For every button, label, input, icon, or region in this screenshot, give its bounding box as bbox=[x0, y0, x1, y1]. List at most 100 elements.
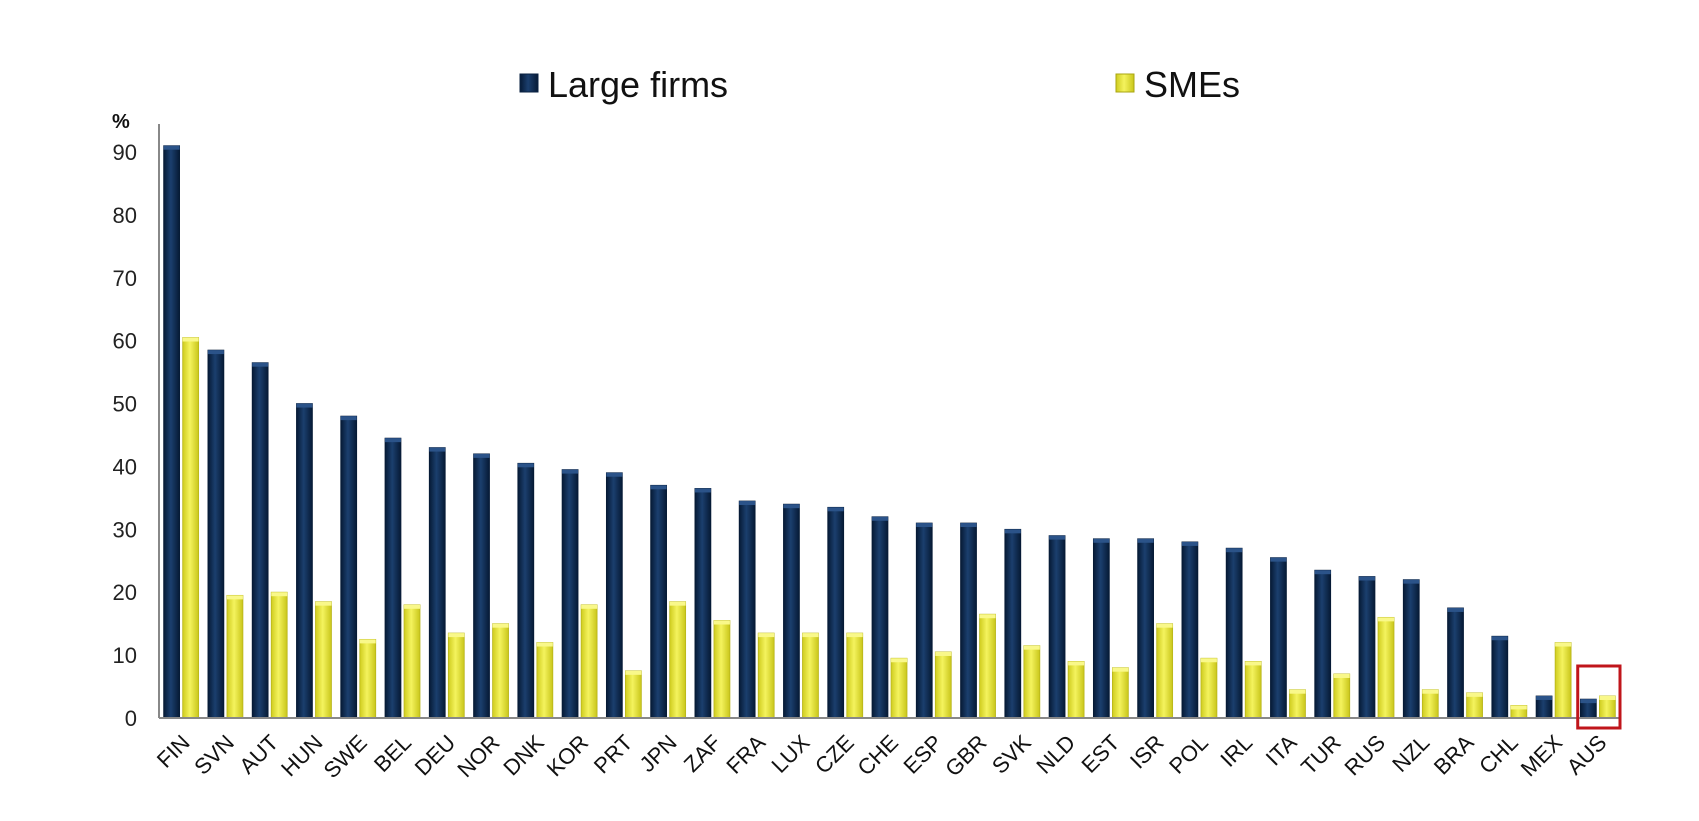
x-tick-label-pol: POL bbox=[1164, 730, 1213, 779]
bar-large-firms-nzl bbox=[1402, 579, 1420, 719]
bar-cap-smes-deu bbox=[448, 633, 465, 638]
legend: Large firms SMEs bbox=[519, 64, 1240, 105]
bar-smes-cze bbox=[846, 632, 864, 719]
bar-cap-large-firms-zaf bbox=[694, 488, 711, 493]
x-tick-label-aut: AUT bbox=[234, 730, 283, 779]
bar-cap-smes-gbr bbox=[979, 614, 996, 619]
x-tick-label-aus: AUS bbox=[1562, 730, 1612, 780]
bar-cap-large-firms-aus bbox=[1580, 699, 1597, 704]
bar-cap-large-firms-gbr bbox=[960, 523, 977, 528]
y-tick-label: 30 bbox=[113, 517, 137, 542]
bar-cap-large-firms-jpn bbox=[650, 485, 667, 490]
bar-large-firms-aut bbox=[251, 362, 269, 719]
bar-large-firms-fin bbox=[163, 145, 180, 719]
bar-large-firms-tur bbox=[1314, 569, 1332, 719]
bar-large-firms-chl bbox=[1491, 635, 1509, 719]
bar-cap-smes-esp bbox=[935, 651, 952, 656]
x-tick-label-nzl: NZL bbox=[1387, 730, 1434, 777]
bar-large-firms-isr bbox=[1137, 538, 1154, 719]
bar-smes-pol bbox=[1200, 657, 1218, 719]
x-tick-label-svn: SVN bbox=[189, 730, 239, 780]
bar-cap-smes-cze bbox=[846, 633, 863, 638]
bar-large-firms-est bbox=[1092, 538, 1110, 719]
bar-smes-bel bbox=[403, 604, 421, 719]
bar-smes-aut bbox=[270, 591, 288, 719]
y-tick-label: 50 bbox=[113, 392, 137, 417]
bar-cap-large-firms-rus bbox=[1359, 576, 1375, 581]
bar-cap-large-firms-swe bbox=[340, 416, 357, 421]
bar-large-firms-gbr bbox=[960, 522, 977, 719]
x-tick-label-nor: NOR bbox=[452, 730, 504, 782]
x-tick-label-bel: BEL bbox=[369, 730, 416, 777]
bar-cap-large-firms-est bbox=[1093, 538, 1110, 543]
bar-cap-smes-tur bbox=[1333, 673, 1350, 678]
bar-cap-large-firms-ita bbox=[1270, 557, 1287, 562]
bar-cap-smes-bra bbox=[1466, 692, 1483, 697]
bar-smes-gbr bbox=[979, 613, 996, 719]
bar-smes-est bbox=[1112, 667, 1129, 719]
bar-cap-smes-nzl bbox=[1422, 689, 1439, 694]
bar-cap-large-firms-bel bbox=[385, 438, 401, 443]
bar-cap-smes-fin bbox=[182, 337, 199, 342]
y-axis-unit: % bbox=[112, 111, 130, 133]
bar-cap-large-firms-svn bbox=[207, 350, 224, 355]
bar-cap-large-firms-aut bbox=[252, 362, 269, 367]
legend-item-smes: SMEs bbox=[1115, 64, 1240, 105]
y-tick-label: 60 bbox=[113, 329, 137, 354]
x-tick-label-bra: BRA bbox=[1429, 730, 1479, 780]
x-tick-label-chl: CHL bbox=[1474, 730, 1523, 779]
bar-large-firms-rus bbox=[1358, 576, 1376, 719]
bar-cap-large-firms-svk bbox=[1004, 529, 1021, 534]
x-tick-label-lux: LUX bbox=[767, 730, 815, 778]
x-tick-label-ita: ITA bbox=[1261, 730, 1302, 771]
x-tick-label-svk: SVK bbox=[987, 730, 1036, 779]
bar-smes-nzl bbox=[1421, 689, 1439, 719]
bar-cap-large-firms-fra bbox=[739, 501, 756, 506]
bar-cap-smes-kor bbox=[581, 604, 598, 609]
bar-large-firms-bra bbox=[1447, 607, 1464, 719]
bar-cap-smes-svk bbox=[1023, 645, 1040, 650]
bar-large-firms-cze bbox=[827, 506, 845, 719]
x-axis-labels: FINSVNAUTHUNSWEBELDEUNORDNKKORPRTJPNZAFF… bbox=[152, 730, 1611, 783]
bar-smes-che bbox=[890, 657, 908, 719]
x-tick-label-mex: MEX bbox=[1516, 730, 1568, 782]
bar-smes-nld bbox=[1067, 661, 1085, 719]
x-tick-label-kor: KOR bbox=[542, 730, 593, 781]
bar-smes-svn bbox=[226, 594, 244, 719]
bar-cap-smes-chl bbox=[1510, 705, 1527, 710]
bar-large-firms-jpn bbox=[650, 484, 667, 719]
bar-smes-mex bbox=[1554, 642, 1572, 719]
x-tick-label-fra: FRA bbox=[721, 730, 770, 779]
bar-smes-ita bbox=[1289, 689, 1306, 719]
x-tick-label-irl: IRL bbox=[1215, 730, 1257, 772]
y-tick-label: 20 bbox=[113, 580, 137, 605]
bar-cap-smes-pol bbox=[1200, 658, 1217, 663]
x-tick-label-che: CHE bbox=[853, 730, 904, 781]
x-tick-label-tur: TUR bbox=[1296, 730, 1346, 780]
bar-cap-smes-zaf bbox=[713, 620, 730, 625]
bar-large-firms-fra bbox=[738, 500, 756, 719]
bar-cap-smes-aut bbox=[271, 592, 288, 597]
legend-swatch-large-firms bbox=[519, 73, 539, 93]
bar-cap-large-firms-deu bbox=[429, 447, 446, 452]
bar-cap-large-firms-hun bbox=[296, 403, 313, 408]
bar-cap-large-firms-isr bbox=[1137, 538, 1154, 543]
y-tick-label: 70 bbox=[113, 266, 137, 291]
bar-cap-large-firms-nor bbox=[473, 453, 490, 458]
bar-cap-smes-hun bbox=[315, 601, 332, 606]
y-tick-label: 90 bbox=[113, 140, 137, 165]
bar-large-firms-prt bbox=[605, 472, 623, 719]
bar-cap-large-firms-cze bbox=[827, 507, 844, 512]
x-tick-label-nld: NLD bbox=[1031, 730, 1080, 779]
bar-cap-smes-dnk bbox=[536, 642, 553, 647]
x-tick-label-jpn: JPN bbox=[635, 730, 682, 777]
bar-cap-large-firms-nld bbox=[1049, 535, 1066, 540]
bar-cap-large-firms-dnk bbox=[517, 463, 534, 468]
bar-cap-smes-isr bbox=[1156, 623, 1173, 628]
x-tick-label-hun: HUN bbox=[276, 730, 327, 781]
bar-cap-smes-lux bbox=[802, 633, 819, 638]
bar-cap-smes-mex bbox=[1555, 642, 1572, 647]
bar-large-firms-swe bbox=[340, 415, 358, 719]
bar-cap-large-firms-esp bbox=[916, 523, 933, 528]
